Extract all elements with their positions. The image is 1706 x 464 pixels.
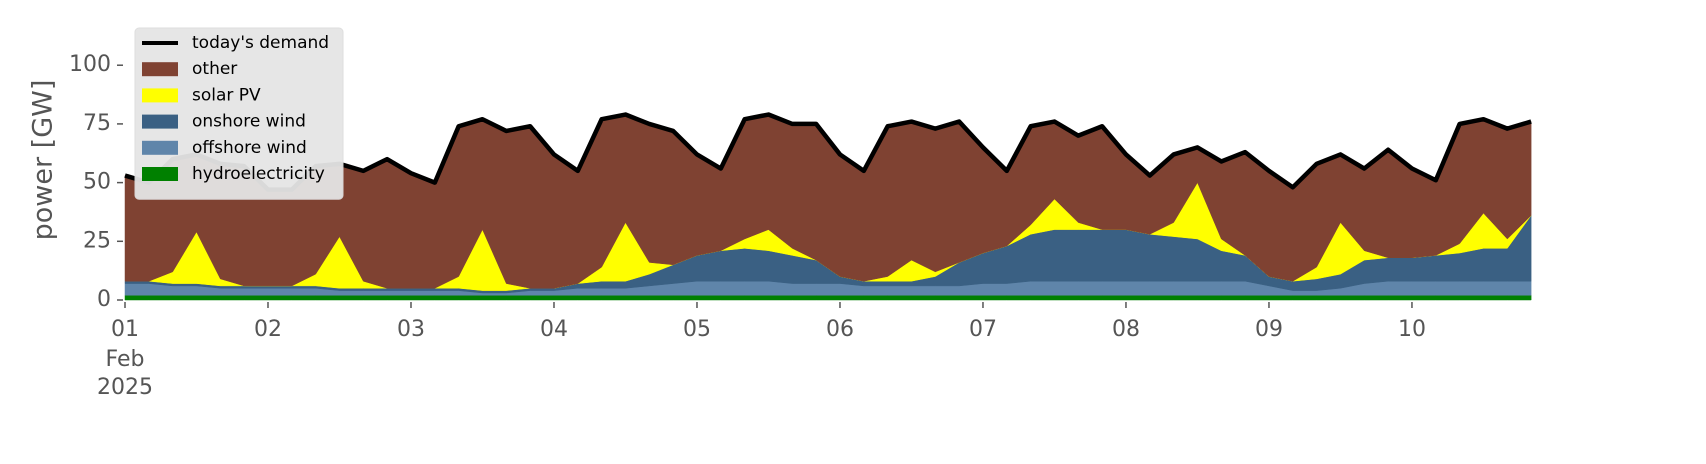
x-tick-label: 03 [397, 317, 425, 342]
y-tick-label: 100 [69, 52, 111, 77]
legend-label: solar PV [192, 85, 261, 105]
x-tick-label: 02 [254, 317, 282, 342]
legend-label: onshore wind [192, 112, 306, 132]
area [124, 295, 1532, 301]
y-axis-label: power [GW] [28, 80, 59, 241]
x-tick-label: 10 [1398, 317, 1426, 342]
x-tick-label: 01 [111, 317, 139, 342]
legend-patch [142, 88, 178, 103]
x-tick-label: 05 [683, 317, 711, 342]
demand-line [124, 112, 1532, 192]
y-tick-label: 25 [83, 228, 111, 253]
x-tick-label: 08 [1112, 317, 1140, 342]
x-year-label: 2025 [97, 375, 153, 400]
legend-label: other [192, 59, 237, 79]
legend-patch [142, 114, 178, 129]
legend-label: hydroelectricity [192, 164, 325, 184]
y-tick-label: 75 [83, 111, 111, 136]
legend-patch [142, 140, 178, 155]
x-tick-label: 09 [1255, 317, 1283, 342]
x-tick-label: 07 [969, 317, 997, 342]
x-month-label: Feb [106, 347, 145, 372]
legend-patch [142, 62, 178, 77]
x-tick-label: 06 [826, 317, 854, 342]
legend-label: today's demand [192, 33, 329, 53]
legend-patch [142, 167, 178, 181]
y-tick-label: 50 [83, 170, 111, 195]
y-tick-label: 0 [97, 287, 111, 312]
x-tick-label: 04 [540, 317, 568, 342]
legend-box [134, 27, 344, 200]
legend-label: offshore wind [192, 138, 307, 158]
legend: today's demand other solar PV onshore wind o… [134, 27, 344, 200]
